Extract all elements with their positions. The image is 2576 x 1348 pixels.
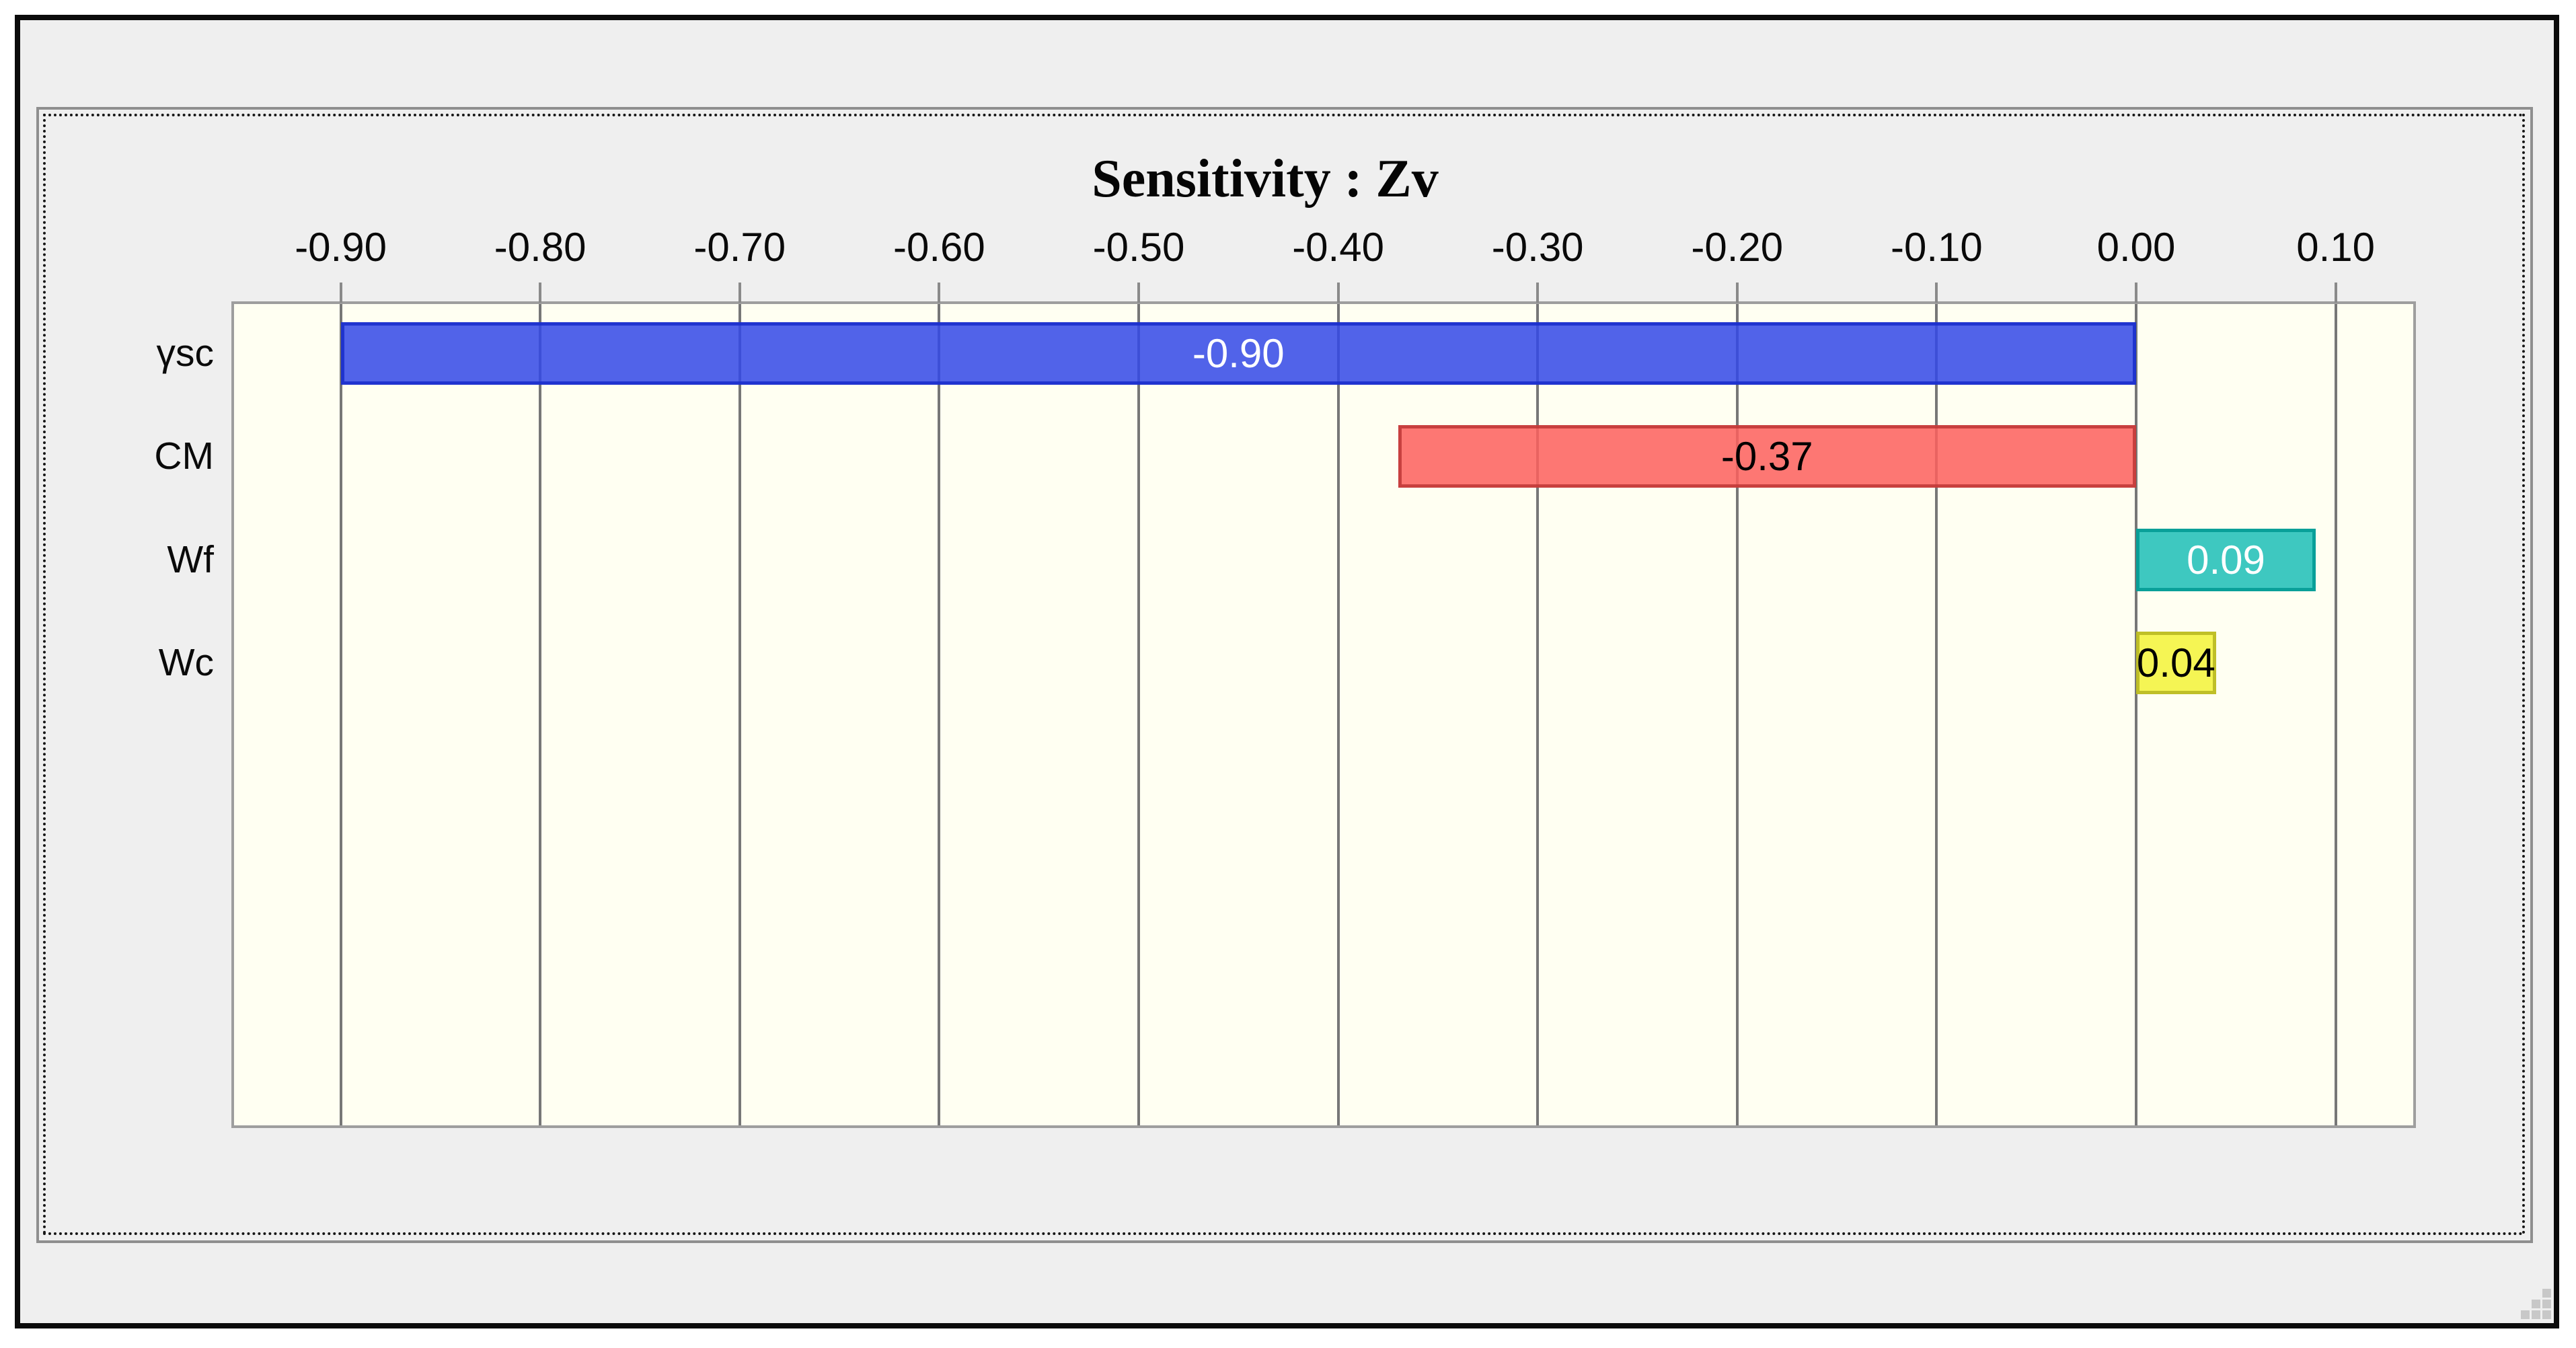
axis-tick	[2334, 283, 2337, 303]
row-label-Wc: Wc	[158, 641, 214, 684]
axis-tick-label: -0.70	[693, 225, 786, 270]
resize-grip-square	[2532, 1300, 2540, 1308]
axis-tick	[938, 283, 941, 303]
chart-title: Sensitivity : Zv	[1092, 149, 1439, 209]
bar-Wc	[2136, 632, 2216, 694]
axis-tick	[1336, 283, 1340, 303]
axis-tick-label: -0.30	[1491, 225, 1584, 270]
row-label-γsc: γsc	[156, 332, 215, 375]
gridline	[1735, 304, 1739, 1125]
gridline	[938, 304, 941, 1125]
axis-tick	[738, 283, 741, 303]
axis-tick-label: -0.10	[1891, 225, 1983, 270]
bar-value-label: 0.04	[2136, 640, 2215, 685]
bar-value-label: 0.09	[2187, 537, 2265, 583]
row-label-CM: CM	[154, 435, 214, 478]
axis-tick-label: -0.60	[893, 225, 985, 270]
resize-grip-square	[2521, 1310, 2530, 1319]
gridline	[2334, 304, 2337, 1125]
bar-value-label: -0.37	[1720, 434, 1813, 479]
panel-dotted-border	[43, 114, 2525, 1235]
axis-tick-label: 0.10	[2296, 225, 2375, 270]
gridline	[1336, 304, 1340, 1125]
gridline	[2135, 304, 2137, 1125]
axis-tick	[1935, 283, 1938, 303]
gridline	[738, 304, 741, 1125]
gridline	[1536, 304, 1540, 1125]
resize-grip-square	[2542, 1289, 2551, 1298]
axis-tick	[539, 283, 542, 303]
resize-grip-square	[2532, 1310, 2540, 1319]
gridline	[1137, 304, 1140, 1125]
axis-tick-label: -0.50	[1092, 225, 1185, 270]
axis-tick	[1137, 283, 1140, 303]
axis-tick-label: 0.00	[2096, 225, 2176, 270]
bar-Wf	[2136, 529, 2316, 591]
axis-tick	[1536, 283, 1540, 303]
row-label-Wf: Wf	[167, 538, 214, 581]
axis-tick	[2135, 283, 2137, 303]
axis-tick-label: -0.20	[1691, 225, 1784, 270]
axis-tick-label: -0.80	[494, 225, 586, 270]
gridline	[539, 304, 542, 1125]
axis-tick	[339, 283, 342, 303]
bar-γsc	[340, 322, 2136, 385]
bar-value-label: -0.90	[1192, 331, 1285, 376]
gridline	[339, 304, 342, 1125]
axis-tick-label: -0.90	[295, 225, 387, 270]
axis-tick-label: -0.40	[1292, 225, 1384, 270]
bar-CM	[1398, 425, 2136, 488]
axis-tick	[1735, 283, 1739, 303]
gridline	[1935, 304, 1938, 1125]
resize-grip-square	[2542, 1300, 2551, 1308]
resize-grip-square	[2542, 1310, 2551, 1319]
